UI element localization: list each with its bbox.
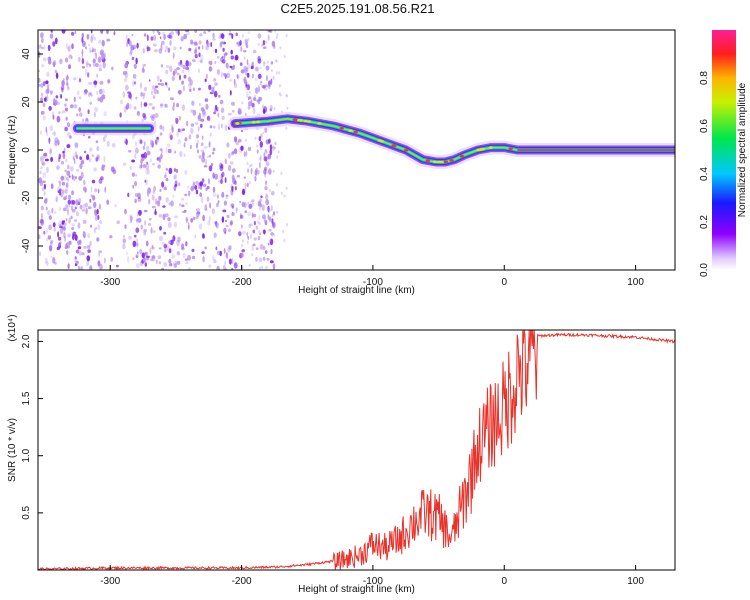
x-tick-label: 0 — [501, 277, 507, 288]
x-tick-label: -100 — [363, 277, 383, 288]
snr-panel: -300 -200 -100 0 100 0.5 1.0 1.5 2.0 Height of … — [7, 314, 676, 595]
signal-hotspot — [339, 126, 344, 130]
snr-y-ticks: 0.5 1.0 1.5 2.0 — [21, 334, 43, 520]
signal-hotspot — [443, 160, 449, 164]
signal-hotspot — [459, 154, 465, 158]
x-tick-label: 100 — [627, 277, 644, 288]
signal-hotspot — [256, 120, 261, 124]
spectrogram-y-ticks: -40 -20 0 20 40 — [21, 48, 43, 253]
snr-x-axis-label: Height of straight line (km) — [298, 584, 415, 595]
y-tick-label: 1.5 — [21, 391, 32, 405]
signal-hotspot — [476, 148, 481, 152]
signal-hotspot — [306, 120, 312, 123]
colorbar-tick-label: 0.4 — [699, 167, 710, 181]
colorbar-gradient — [712, 30, 736, 270]
colorbar-ticks: 0.0 0.2 0.4 0.6 0.8 — [699, 71, 710, 277]
chart-title: C2E5.2025.191.08.56.R21 — [280, 1, 435, 16]
signal-hotspot — [379, 140, 385, 143]
x-tick-label: 100 — [627, 576, 644, 587]
y-tick-label: -20 — [21, 190, 32, 205]
y-tick-label: 20 — [21, 96, 32, 108]
signal-hotspot — [348, 129, 353, 132]
x-tick-label: -300 — [100, 576, 120, 587]
snr-y-scale-label: (x10⁴) — [7, 314, 18, 341]
snr-x-ticks: -300 -200 -100 0 100 — [100, 565, 644, 587]
signal-hotspot — [488, 146, 493, 149]
colorbar-tick-label: 0.6 — [699, 119, 710, 133]
x-tick-label: 0 — [501, 576, 507, 587]
signal-hotspot — [392, 144, 397, 148]
signal-hotspot — [297, 118, 302, 122]
signal-hotspot — [317, 122, 322, 125]
spectrogram-signal-trace — [70, 111, 675, 169]
colorbar-tick-label: 0.8 — [699, 71, 710, 85]
snr-frame — [37, 329, 676, 571]
y-tick-label: 0.5 — [21, 505, 32, 519]
x-tick-label: -300 — [100, 277, 120, 288]
spectrogram-y-axis-label: Frequency (Hz) — [7, 116, 18, 185]
signal-hotspot — [353, 130, 358, 134]
colorbar-label: Normalized spectral amplitude — [737, 82, 748, 217]
signal-hotspot — [425, 159, 431, 162]
signal-hotspot — [449, 159, 454, 162]
colorbar-tick-label: 0.2 — [699, 215, 710, 229]
snr-y-axis-label: SNR (10 * v/v) — [7, 418, 18, 482]
x-tick-label: -200 — [232, 576, 252, 587]
spectrogram-x-axis-label: Height of straight line (km) — [298, 285, 415, 296]
signal-hotspot — [432, 160, 438, 164]
colorbar: 0.0 0.2 0.4 0.6 0.8 Normalized spectral ampl… — [699, 30, 748, 277]
spectrogram-x-ticks: -300 -200 -100 0 100 — [100, 265, 644, 288]
signal-hotspot — [508, 147, 513, 151]
x-tick-label: -100 — [363, 576, 383, 587]
signal-hotspot — [292, 118, 298, 121]
signal-hotspot — [235, 122, 240, 125]
signal-hotspot — [403, 148, 409, 152]
signal-hotspot — [251, 120, 256, 124]
spectrogram-noise-cloud — [38, 30, 289, 270]
y-tick-label: -40 — [21, 238, 32, 253]
y-tick-label: 40 — [21, 48, 32, 60]
colorbar-tick-label: 0.0 — [699, 263, 710, 277]
snr-series-line — [37, 329, 676, 571]
x-tick-label: -200 — [232, 277, 252, 288]
y-tick-label: 0 — [21, 147, 32, 153]
signal-hotspot — [436, 160, 442, 164]
y-tick-label: 1.0 — [21, 448, 32, 462]
y-tick-label: 2.0 — [21, 334, 32, 348]
